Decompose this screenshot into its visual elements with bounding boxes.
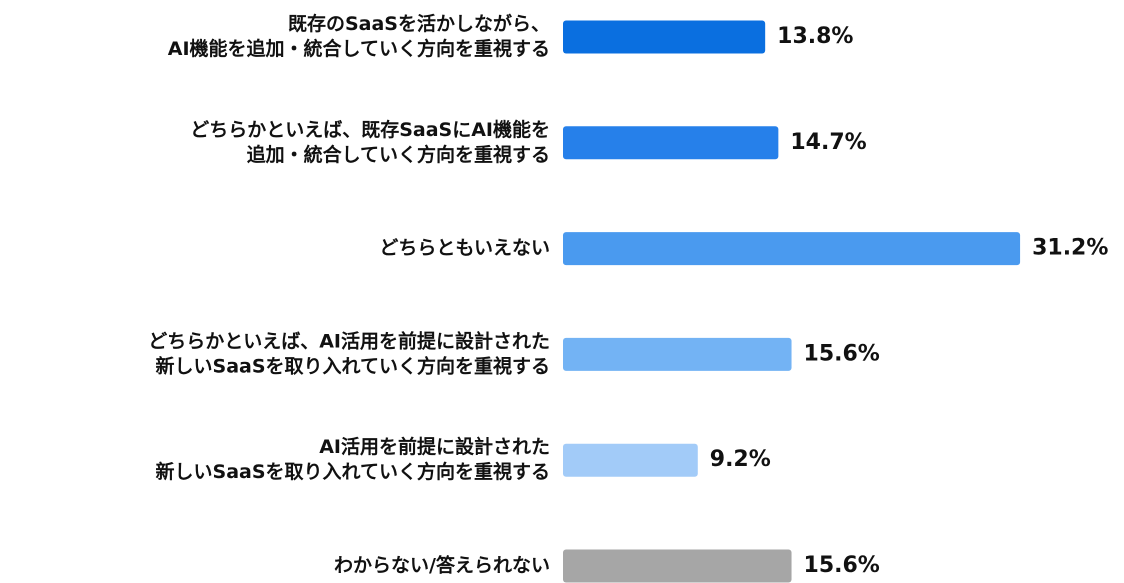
category-label: どちらともいえない [379,237,550,259]
category-label: 新しいSaaSを取り入れていく方向を重視する [156,354,550,377]
category-label: 既存のSaaSを活かしながら、 [288,12,550,35]
value-label: 15.6% [804,341,880,366]
value-label: 31.2% [1032,236,1108,261]
category-label: 追加・統合していく方向を重視する [247,143,550,166]
category-label: どちらかといえば、AI活用を前提に設計された [148,329,550,352]
bar [563,126,779,160]
category-label: AI機能を追加・統合していく方向を重視する [168,37,550,60]
value-label: 9.2% [710,447,771,472]
value-label: 13.8% [777,24,853,49]
category-label: わからない/答えられない [334,554,550,577]
category-label: 新しいSaaSを取り入れていく方向を重視する [156,460,550,483]
value-label: 14.7% [790,130,866,155]
bar [563,337,792,371]
value-label: 15.6% [804,553,880,578]
bar [563,549,792,583]
category-label: どちらかといえば、既存SaaSにAI機能を [190,118,550,141]
bar [563,232,1021,266]
bar [563,443,698,477]
category-label: AI活用を前提に設計された [319,435,550,458]
bar [563,20,766,54]
